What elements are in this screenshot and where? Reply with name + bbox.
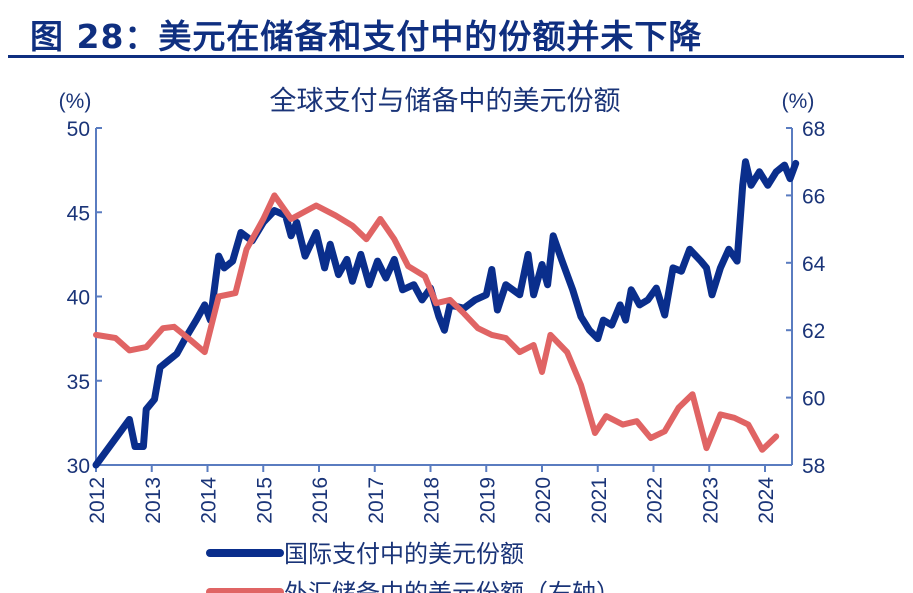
x-tick-label: 2012: [86, 477, 109, 524]
x-tick-label: 2013: [142, 477, 165, 524]
legend: 国际支付中的美元份额 外汇储备中的美元份额（右轴）: [206, 540, 620, 593]
x-tick-label: 2023: [699, 477, 722, 524]
left-tick-label: 35: [67, 371, 90, 394]
right-tick-label: 66: [802, 185, 825, 208]
left-tick-label: 50: [67, 118, 90, 141]
figure-title: 图 28：美元在储备和支付中的份额并未下降: [30, 17, 703, 56]
right-tick-label: 64: [802, 253, 826, 276]
chart-title: 全球支付与储备中的美元份额: [270, 86, 621, 117]
right-tick-label: 62: [802, 320, 825, 343]
legend-label-reserves: 外汇储备中的美元份额（右轴）: [284, 579, 620, 593]
x-tick-label: 2014: [198, 477, 221, 524]
series-line-payments: [92, 158, 800, 469]
x-tick-label: 2021: [588, 477, 611, 524]
series-line-reserves: [93, 192, 780, 453]
left-axis-unit: (%): [59, 90, 92, 113]
right-axis-unit: (%): [782, 90, 815, 113]
x-tick-label: 2018: [421, 477, 444, 524]
x-tick-label: 2017: [365, 477, 388, 524]
right-tick-label: 58: [802, 455, 825, 478]
left-tick-label: 40: [67, 287, 90, 310]
x-tick-label: 2022: [644, 477, 667, 524]
right-tick-label: 60: [802, 388, 825, 411]
x-tick-label: 2020: [532, 477, 555, 524]
x-tick-label: 2024: [755, 477, 778, 524]
x-tick-label: 2016: [309, 477, 332, 524]
left-tick-label: 45: [67, 202, 90, 225]
x-tick-label: 2019: [476, 477, 499, 524]
legend-label-payments: 国际支付中的美元份额: [284, 540, 524, 568]
right-tick-label: 68: [802, 118, 825, 141]
left-tick-label: 30: [67, 455, 90, 478]
x-tick-label: 2015: [253, 477, 276, 524]
title-rule: [8, 55, 904, 58]
